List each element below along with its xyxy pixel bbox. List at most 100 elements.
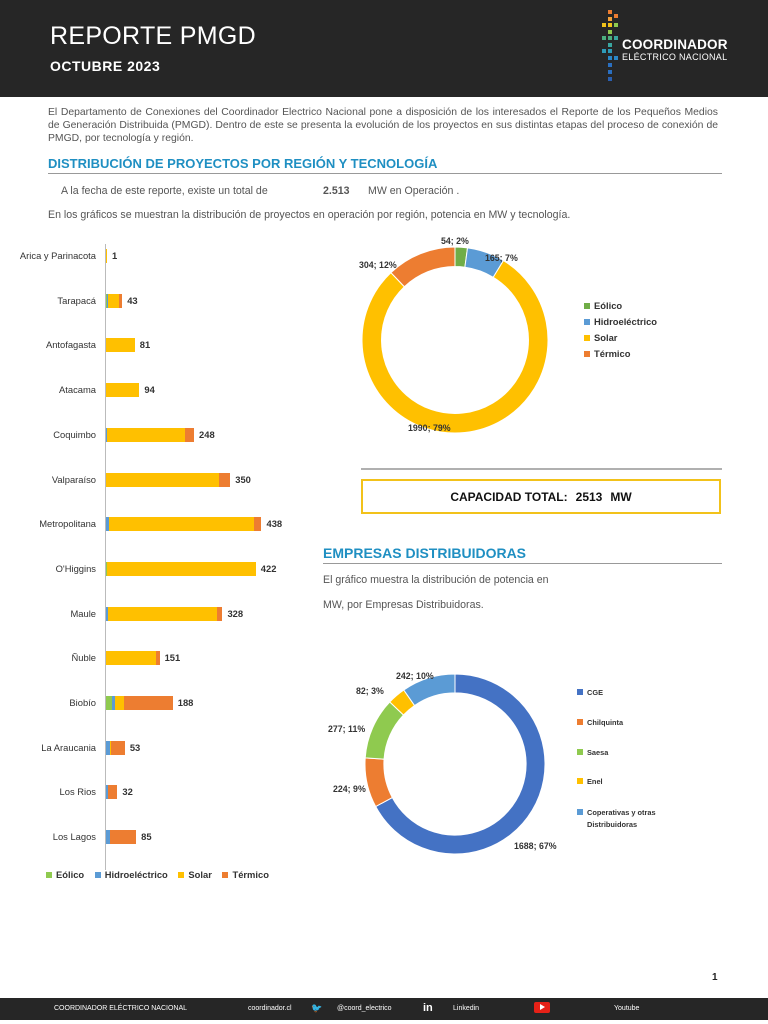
dist-swatch-chilquinta [577,719,583,725]
dist-swatch-coop [577,809,583,815]
footer-org: COORDINADOR ELÉCTRICO NACIONAL [54,1005,188,1012]
youtube-icon[interactable] [534,1002,550,1013]
bar-segment [106,383,140,398]
dist-label-cge: 1688; 67% [514,841,557,851]
bar-category-label: Arica y Parinacota [19,250,96,261]
footer-twitter-link[interactable]: @coord_electrico [337,1005,392,1012]
legend-label-termico: Térmico [232,869,269,880]
bar-category-label: Antofagasta [45,339,96,351]
bar-value-label: 81 [139,339,151,351]
distributor-donut-chart [364,673,546,855]
bar-value-label: 53 [129,741,141,753]
bar-category-label: Tarapacá [57,294,96,306]
footer-linkedin-link[interactable]: Linkedin [453,1005,480,1012]
bar-segment [109,740,112,755]
donut-label-eolico: 54; 2% [441,236,469,246]
legend-item-solar: Solar [178,869,212,880]
linkedin-icon[interactable]: in [423,1002,433,1014]
bar-segment [106,561,108,576]
dist-legend-label-saesa: Saesa [587,748,609,757]
donut-label-solar: 1990; 79% [408,423,451,433]
section-title-distribucion: DISTRIBUCIÓN DE PROYECTOS POR REGIÓN Y T… [48,156,438,171]
section-title-empresas: EMPRESAS DISTRIBUIDORAS [323,545,527,561]
legend-swatch-termico [222,872,229,878]
coordinador-logo: COORDINADOR ELÉCTRICO NACIONAL [600,8,740,88]
dist-legend-label-coop-2: Distribuidoras [587,820,638,829]
bar-category-label: Ñuble [71,652,97,664]
footer-web-link[interactable]: coordinador.cl [248,1005,292,1012]
bar-category-label: Maule [70,607,96,619]
legend-item-termico: Térmico [222,869,269,880]
charts-description: En los gráficos se muestran la distribuc… [48,209,571,221]
bar-segment [106,696,113,710]
footer-youtube-link[interactable]: Youtube [614,1005,640,1012]
dist-label-enel: 82; 3% [356,686,384,696]
empresas-text-line1: El gráfico muestra la distribución de po… [323,574,549,586]
capacity-value: 2513 [575,489,603,504]
bar-segment [106,249,107,263]
donut-label-hidro: 165; 7% [485,253,518,263]
legend-label-eolico: Eólico [56,869,85,880]
tech-swatch-termico [584,351,590,357]
bar-segment [107,293,108,308]
bar-segment [109,830,137,845]
bar-segment [109,517,255,532]
bar-value-label: 350 [235,473,251,485]
total-line-value: 2.513 [323,185,350,197]
bar-segment [216,606,223,621]
legend-label-hidro: Hidroeléctrico [104,869,168,880]
bar-category-label: Los Lagos [52,831,96,843]
tech-legend-solar: Solar [584,332,657,343]
bar-category-label: Metropolitana [39,518,96,530]
bar-category-label: Atacama [59,384,96,396]
dist-donut-slice [364,757,394,808]
bar-segment [118,293,123,308]
legend-label-solar: Solar [188,869,212,880]
dist-swatch-saesa [577,749,583,755]
report-title: REPORTE PMGD [50,22,256,50]
bar-category-label: Valparaíso [51,473,96,485]
twitter-icon[interactable]: 🐦 [311,1003,323,1013]
tech-legend: Eólico Hidroeléctrico Solar Térmico [584,300,657,359]
bar-segment [106,427,108,442]
dist-donut-slice [364,701,405,760]
bar-segment [106,517,110,532]
donut-label-termico: 304; 12% [359,260,397,270]
capacity-label: CAPACIDAD TOTAL: [450,489,568,504]
dist-legend-chilquinta: Chilquinta [577,718,623,727]
tech-swatch-hidro [584,319,590,325]
tech-legend-label-eolico: Eólico [594,300,623,311]
bar-segment [254,517,262,532]
dist-label-chilquinta: 224; 9% [333,784,366,794]
dist-legend-label-cge: CGE [587,688,604,697]
bar-value-label: 328 [227,607,244,619]
page-footer: COORDINADOR ELÉCTRICO NACIONAL coordinad… [0,998,768,1020]
bar-segment [106,472,219,487]
legend-item-eolico: Eólico [46,869,84,880]
capacity-total-box: CAPACIDAD TOTAL: 2513 MW [361,479,721,514]
bar-segment [106,293,107,308]
tech-legend-eolico: Eólico [584,300,657,311]
tech-swatch-solar [584,335,590,341]
bar-value-label: 248 [199,428,215,440]
dist-legend-label-enel: Enel [587,777,603,786]
bar-value-label: 1 [112,250,118,261]
empresas-text-line2: MW, por Empresas Distribuidoras. [323,599,484,611]
bar-segment [106,651,157,666]
bar-segment [106,338,135,353]
bar-segment [106,830,110,845]
bar-category-label: Biobío [69,697,96,708]
total-line-suffix: MW en Operación . [368,185,460,197]
dist-legend-label-coop-1: Coperativas y otras [587,808,656,817]
legend-swatch-hidro [94,872,101,878]
tech-donut-slice [361,259,549,434]
bar-value-label: 85 [141,831,152,843]
bar-value-label: 43 [127,294,138,306]
section-divider [48,173,722,174]
page-number: 1 [712,972,718,983]
dist-legend-coop: Coperativas y otras Distribuidoras [577,807,656,831]
bar-category-label: O'Higgins [55,562,96,574]
total-line-prefix: A la fecha de este reporte, existe un to… [61,185,268,197]
bar-segment [184,427,195,442]
dist-swatch-cge [577,689,583,695]
